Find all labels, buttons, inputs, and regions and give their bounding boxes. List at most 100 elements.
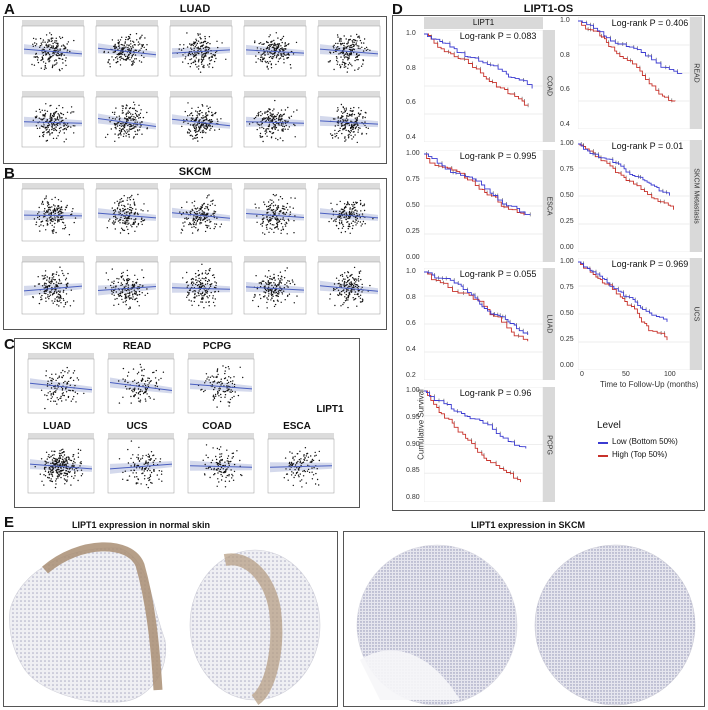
panel-c-scatter: COAD	[180, 421, 255, 501]
km-xtick: 50	[622, 371, 630, 378]
km-ytick: 0.6	[560, 86, 570, 94]
panel-b-scatter	[14, 256, 85, 322]
panel-b-scatter	[236, 183, 307, 249]
km-ytick: 0.25	[406, 228, 420, 235]
km-logrank: Log-rank P = 0.01	[611, 141, 684, 151]
scatter-cancer-label: LUAD	[43, 421, 71, 432]
km-xlabel: Time to Follow-Up (months)	[600, 380, 699, 389]
km-header-strip	[424, 17, 543, 29]
legend-label: Low (Bottom 50%)	[612, 437, 678, 446]
legend-swatch	[598, 455, 608, 457]
km-ytick: 0.6	[406, 99, 416, 107]
scatter-cancer-label: ESCA	[283, 421, 311, 432]
panel-a-title: LUAD	[179, 3, 211, 15]
km-ytick: 0.00	[406, 254, 420, 261]
km-ytick: 0.90	[406, 440, 420, 448]
km-xtick: 100	[664, 371, 676, 378]
km-ytick: 1.00	[406, 150, 420, 157]
panel-a-scatter	[310, 91, 381, 155]
km-ytick: 0.4	[406, 346, 416, 353]
panel-e-right-caption: LIPT1 expression in SKCM	[471, 520, 586, 530]
panel-d-title: LIPT1-OS	[523, 3, 574, 15]
km-side-strip: LUAD	[543, 268, 555, 380]
panel-e-right-box	[343, 531, 705, 707]
km-logrank: Log-rank P = 0.995	[459, 151, 537, 161]
km-ytick: 0.4	[406, 134, 416, 141]
km-side-strip: SKCM Metastasis	[690, 140, 702, 252]
panel-a-scatter	[88, 20, 159, 84]
panel-b-scatter	[88, 256, 159, 322]
km-header-label: LIPT1	[472, 18, 495, 27]
panel-e-letter: E	[4, 514, 15, 531]
panel-a-scatter	[236, 91, 307, 155]
scatter-cancer-label: COAD	[202, 421, 232, 432]
legend-label: High (Top 50%)	[612, 450, 668, 459]
km-plot-pcpg: Log-rank P = 0.96	[423, 386, 544, 503]
panel-c-scatter: LUAD	[20, 421, 95, 501]
panel-a-letter: A	[4, 1, 15, 18]
km-ytick: 0.75	[560, 166, 574, 173]
km-logrank: Log-rank P = 0.969	[611, 259, 689, 269]
km-ytick: 0.75	[560, 284, 574, 291]
panel-a-scatter	[88, 91, 159, 155]
km-ytick: 0.95	[406, 413, 420, 421]
scatter-cancer-label: PCPG	[202, 341, 232, 352]
panel-a-scatter	[14, 20, 85, 84]
scatter-cancer-label: READ	[122, 341, 152, 352]
panel-d-letter: D	[392, 1, 403, 18]
panel-a-scatter	[236, 20, 307, 84]
km-logrank: Log-rank P = 0.083	[459, 31, 537, 41]
km-ytick: 0.8	[406, 64, 416, 72]
km-ytick: 0.85	[406, 467, 420, 475]
panel-c-letter: C	[4, 336, 15, 353]
km-ytick: 0.80	[406, 494, 420, 501]
km-logrank: Log-rank P = 0.055	[459, 269, 537, 279]
km-side-strip: READ	[690, 17, 702, 129]
km-logrank: Log-rank P = 0.96	[459, 388, 532, 398]
km-plot-esca: Log-rank P = 0.995	[423, 149, 544, 263]
panel-b-scatter	[310, 256, 381, 322]
scatter-cancer-label: UCS	[126, 421, 148, 432]
km-ytick: 0.8	[560, 51, 570, 59]
panel-a-scatter	[162, 91, 233, 155]
panel-b-letter: B	[4, 165, 15, 182]
km-ytick: 1.0	[560, 17, 570, 24]
km-plot-coad: Log-rank P = 0.083	[423, 29, 544, 143]
km-ytick: 0.00	[560, 244, 574, 251]
panel-c-scatter: UCS	[100, 421, 175, 501]
panel-b-scatter	[162, 183, 233, 249]
panel-e-left-box	[3, 531, 338, 707]
km-plot-right: Log-rank P = 0.01	[577, 139, 691, 253]
legend-title: Level	[597, 420, 621, 431]
km-ytick: 1.00	[560, 258, 574, 265]
km-side-strip: ESCA	[543, 150, 555, 262]
panel-b-scatter	[88, 183, 159, 249]
km-ytick: 0.25	[560, 336, 574, 343]
panel-b-scatter	[310, 183, 381, 249]
panel-a-scatter	[162, 20, 233, 84]
panel-b-scatter	[162, 256, 233, 322]
km-ytick: 0.4	[560, 121, 570, 128]
km-ytick: 0.50	[560, 192, 574, 199]
km-ylabel: Cumulative Survival	[416, 389, 426, 460]
km-side-strip: COAD	[543, 30, 555, 142]
km-plot-luad: Log-rank P = 0.055	[423, 267, 544, 381]
km-side-strip: UCS	[690, 258, 702, 370]
km-ytick: 0.8	[406, 294, 416, 301]
km-ytick: 0.00	[560, 362, 574, 369]
panel-a-scatter	[310, 20, 381, 84]
km-ytick: 1.00	[406, 387, 420, 394]
panel-c-scatter: READ	[100, 341, 175, 421]
km-side-strip: PCPG	[543, 387, 555, 502]
legend-swatch	[598, 442, 608, 444]
panel-b-title: SKCM	[178, 166, 212, 178]
km-ytick: 1.00	[560, 140, 574, 147]
km-ytick: 0.2	[406, 372, 416, 379]
panel-c-scatter: ESCA	[260, 421, 335, 501]
km-ytick: 0.50	[560, 310, 574, 317]
km-ytick: 0.75	[406, 176, 420, 183]
km-xtick: 0	[580, 371, 584, 378]
panel-c-scatter: PCPG	[180, 341, 255, 421]
scatter-cancer-label: SKCM	[42, 341, 72, 352]
km-ytick: 1.0	[406, 30, 416, 37]
